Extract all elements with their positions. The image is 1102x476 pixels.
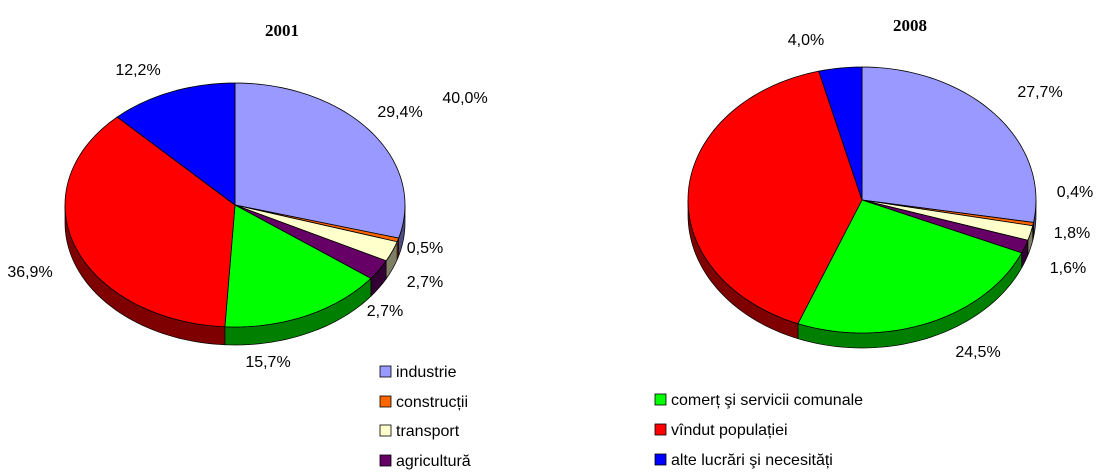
data-label: 1,6% — [1050, 260, 1086, 277]
slice — [234, 204, 387, 279]
legend-swatch — [654, 423, 667, 436]
data-label: 36,9% — [7, 264, 52, 281]
legend-label: industrie — [396, 364, 457, 381]
data-label: 0,4% — [1057, 184, 1093, 201]
data-label: 27,7% — [1017, 84, 1062, 101]
legend-swatch — [379, 365, 392, 378]
data-label: 40,0% — [442, 90, 487, 107]
legend-label: comerț şi servicii comunale — [671, 392, 863, 409]
data-label: 1,8% — [1054, 225, 1090, 242]
data-label: 4,0% — [788, 32, 824, 49]
slice — [687, 70, 863, 325]
slice — [234, 204, 398, 262]
legend-label: agricultură — [396, 453, 471, 470]
data-label: 24,5% — [955, 344, 1000, 361]
slice — [797, 199, 1023, 334]
data-label: 12,2% — [115, 62, 160, 79]
legend-label: construcții — [396, 394, 468, 411]
slice — [861, 66, 1037, 223]
legend-label: alte lucrări şi necesități — [671, 452, 833, 469]
legend-label: vîndut populației — [671, 422, 788, 439]
data-label: 2,7% — [367, 303, 403, 320]
chart-title: 2001 — [265, 21, 299, 40]
legend-swatch — [379, 395, 392, 408]
data-label: 0,5% — [407, 240, 443, 257]
data-label: 15,7% — [245, 354, 290, 371]
legend-swatch — [379, 454, 392, 467]
data-label: 2,7% — [407, 274, 443, 291]
legend-swatch — [379, 424, 392, 437]
legend-swatch — [654, 393, 667, 406]
slice — [818, 66, 863, 201]
slice — [116, 82, 236, 206]
slice — [234, 82, 406, 239]
data-label: 29,4% — [377, 104, 422, 121]
chart-title: 2008 — [893, 16, 927, 35]
slice — [224, 204, 372, 328]
slice — [64, 116, 236, 328]
legend-swatch — [654, 453, 667, 466]
legend-label: transport — [396, 423, 460, 440]
